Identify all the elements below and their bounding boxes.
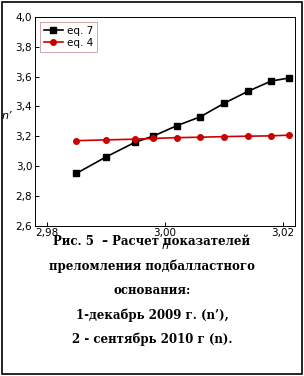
eq. 4 bbox=[133, 137, 137, 141]
eq. 4 bbox=[151, 136, 155, 141]
eq. 4 bbox=[269, 133, 273, 138]
eq. 7 bbox=[287, 76, 291, 80]
eq. 4 bbox=[74, 138, 78, 143]
eq. 7 bbox=[104, 155, 108, 159]
Text: 1-декабрь 2009 г. (n’),: 1-декабрь 2009 г. (n’), bbox=[76, 308, 228, 322]
eq. 4 bbox=[246, 134, 250, 138]
Text: преломления подбалластного: преломления подбалластного bbox=[49, 259, 255, 273]
Text: Рис. 5  – Расчет показателей: Рис. 5 – Расчет показателей bbox=[54, 235, 250, 248]
Y-axis label: n’: n’ bbox=[2, 111, 12, 121]
Text: основания:: основания: bbox=[113, 284, 191, 297]
eq. 7 bbox=[246, 89, 250, 94]
eq. 7 bbox=[199, 115, 202, 119]
eq. 4 bbox=[199, 135, 202, 139]
eq. 7 bbox=[151, 134, 155, 138]
eq. 7 bbox=[222, 101, 226, 106]
eq. 7 bbox=[175, 123, 178, 128]
Text: 2 - сентябрь 2010 г (n).: 2 - сентябрь 2010 г (n). bbox=[72, 333, 232, 346]
eq. 4 bbox=[104, 138, 108, 142]
Line: eq. 4: eq. 4 bbox=[74, 132, 292, 143]
eq. 7 bbox=[74, 171, 78, 176]
Legend: eq. 7, eq. 4: eq. 7, eq. 4 bbox=[40, 22, 97, 52]
eq. 4 bbox=[175, 135, 178, 140]
eq. 7 bbox=[133, 140, 137, 144]
eq. 7 bbox=[269, 79, 273, 83]
Line: eq. 7: eq. 7 bbox=[74, 75, 292, 176]
eq. 4 bbox=[222, 134, 226, 139]
X-axis label: n: n bbox=[161, 241, 168, 251]
eq. 4 bbox=[287, 133, 291, 137]
